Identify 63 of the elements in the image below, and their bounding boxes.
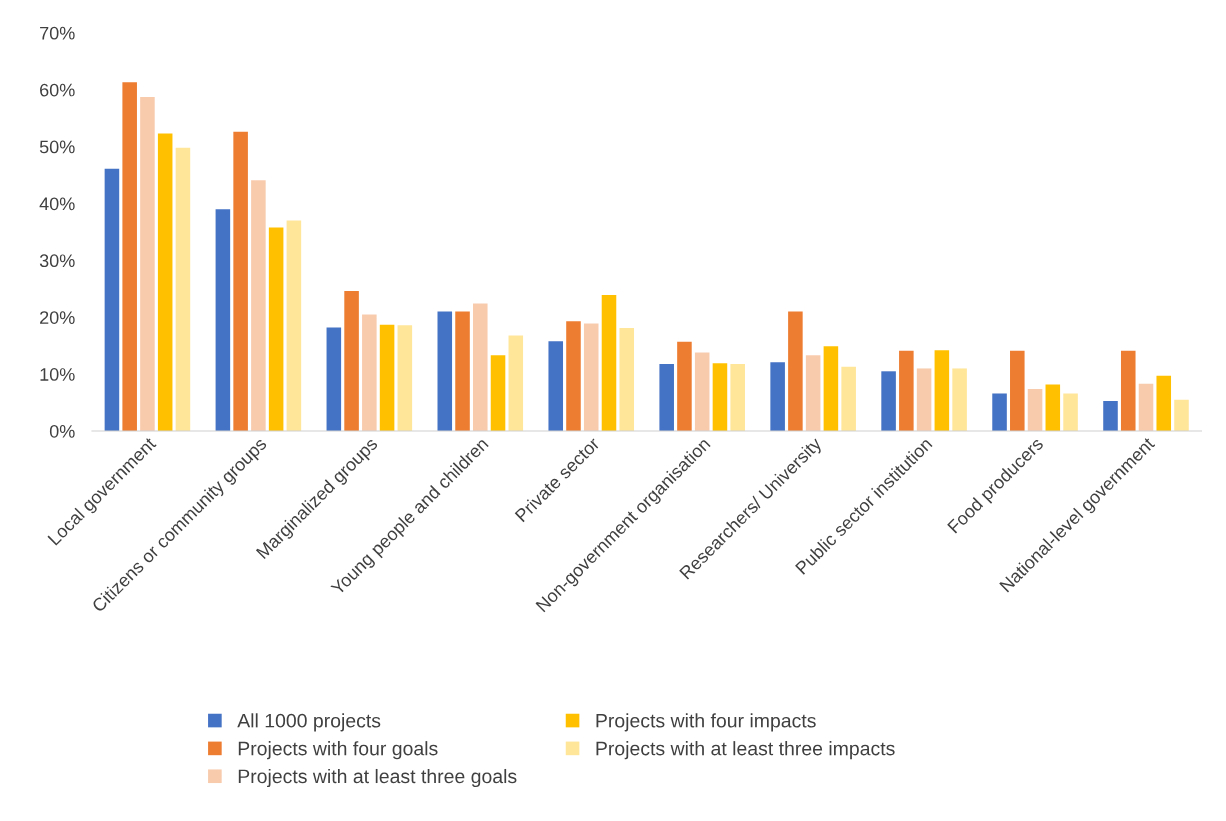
bar (1156, 375, 1172, 432)
bar (362, 314, 377, 432)
bar (1120, 350, 1136, 432)
y-tick-label: 20% (40, 311, 75, 324)
bar (601, 295, 617, 432)
bar (233, 131, 248, 432)
bar (619, 328, 635, 432)
bar (677, 341, 692, 432)
y-tick-label: 10% (40, 368, 75, 381)
bar (175, 147, 191, 432)
bar (881, 371, 896, 432)
bar (916, 368, 932, 432)
bar (566, 321, 581, 432)
bar (1045, 384, 1061, 432)
legend-label: All 1000 projects (237, 713, 381, 732)
bar (251, 180, 266, 432)
bar (1063, 393, 1078, 432)
bar (157, 133, 173, 432)
bar (841, 366, 856, 432)
bar (788, 311, 803, 432)
bar (712, 363, 728, 432)
bar (379, 324, 395, 432)
y-tick-label: 60% (40, 83, 75, 97)
bar (122, 82, 137, 432)
legend-label: Projects with four impacts (596, 713, 816, 732)
bar (326, 327, 342, 432)
bar (268, 227, 284, 432)
bar (104, 168, 120, 432)
bar (215, 209, 231, 432)
bar (659, 363, 674, 432)
bar (140, 97, 155, 432)
bar (437, 311, 453, 432)
bar (1027, 388, 1043, 432)
bar (548, 341, 564, 432)
bar (805, 355, 821, 432)
y-tick-label: 50% (39, 140, 75, 154)
bar (397, 325, 413, 432)
legend-label: Projects with at least three goals (238, 768, 517, 788)
legend-label: Projects with at least three impacts (596, 741, 895, 760)
y-tick-label: 70% (40, 26, 75, 40)
y-tick-label: 0% (49, 424, 75, 438)
bar (934, 350, 950, 432)
bar (286, 220, 302, 432)
bar (344, 291, 359, 432)
y-tick-label: 30% (39, 254, 75, 268)
bar (694, 352, 710, 432)
bar (583, 323, 599, 432)
bar (1010, 350, 1025, 432)
bar (730, 363, 745, 432)
bar (952, 368, 967, 432)
bar (899, 350, 914, 432)
bar (770, 362, 785, 432)
legend-label: Projects with four goals (238, 741, 438, 760)
bar (1138, 383, 1154, 432)
bar (823, 346, 839, 432)
bar (508, 335, 524, 432)
bar (992, 393, 1007, 432)
y-tick-label: 40% (39, 197, 75, 211)
bar (490, 355, 506, 432)
bar (455, 311, 470, 432)
bar (473, 303, 488, 432)
bar (1174, 399, 1189, 432)
bar (1103, 400, 1118, 432)
